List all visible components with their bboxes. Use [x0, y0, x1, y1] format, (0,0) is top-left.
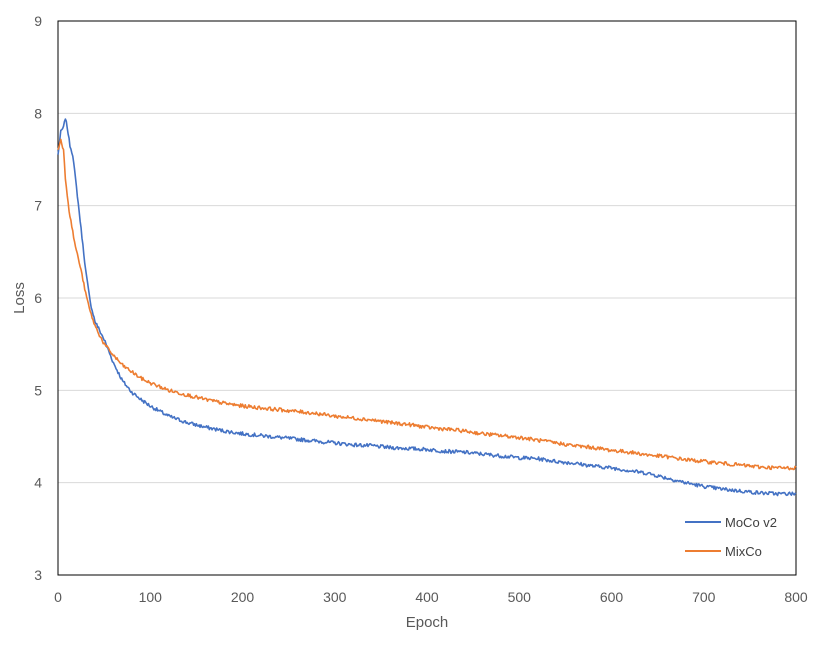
legend: MoCo v2 MixCo: [685, 515, 777, 559]
x-axis-ticks: 0 100 200 300 400 500 600 700 800: [54, 589, 808, 605]
y-tick-label: 7: [34, 198, 42, 214]
y-axis-ticks: 3 4 5 6 7 8 9: [34, 13, 42, 583]
y-tick-label: 6: [34, 290, 42, 306]
x-tick-label: 100: [139, 589, 163, 605]
y-tick-label: 3: [34, 567, 42, 583]
legend-label: MixCo: [725, 544, 762, 559]
y-tick-label: 8: [34, 105, 42, 121]
y-tick-label: 4: [34, 475, 42, 491]
x-tick-label: 800: [784, 589, 808, 605]
plot-area: [57, 20, 797, 576]
gridlines: [58, 112, 796, 484]
y-axis-title: Loss: [11, 282, 28, 314]
y-tick-label: 9: [34, 13, 42, 29]
x-tick-label: 300: [323, 589, 347, 605]
series-line-moco-v2: [57, 118, 797, 497]
legend-label: MoCo v2: [725, 515, 777, 530]
x-tick-label: 500: [508, 589, 532, 605]
y-tick-label: 5: [34, 382, 42, 398]
x-tick-label: 400: [415, 589, 439, 605]
x-tick-label: 700: [692, 589, 716, 605]
series-lines: [57, 118, 797, 497]
x-tick-label: 600: [600, 589, 624, 605]
x-tick-label: 0: [54, 589, 62, 605]
x-tick-label: 200: [231, 589, 255, 605]
x-axis-title: Epoch: [406, 614, 449, 631]
series-line-mixco: [57, 138, 797, 471]
